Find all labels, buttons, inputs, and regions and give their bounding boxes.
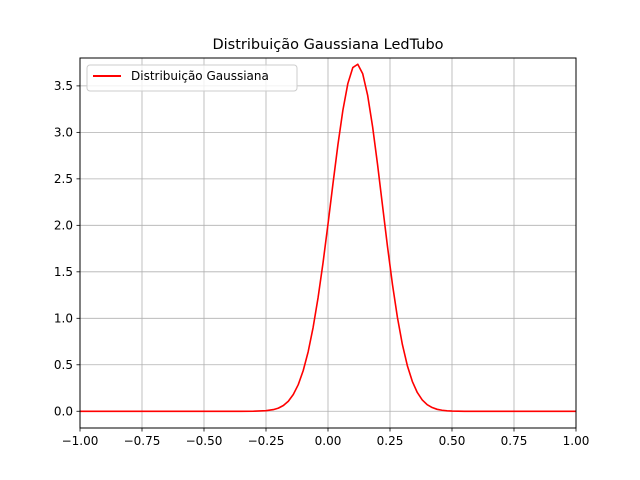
x-tick-label: −0.75: [124, 434, 161, 448]
x-tick-label: −0.25: [248, 434, 285, 448]
axis-ticks: −1.00 −0.75 −0.50 −0.25 0.00 0.25 0.50 0.75 1.00…: [54, 79, 589, 448]
x-tick-label: −0.50: [186, 434, 223, 448]
x-tick-label: 0.75: [501, 434, 528, 448]
y-tick-label: 3.5: [54, 79, 73, 93]
y-tick-label: 1.0: [54, 311, 73, 325]
x-tick-label: −1.00: [62, 434, 99, 448]
legend: Distribuição Gaussiana: [86, 64, 298, 92]
chart-title: Distribuição Gaussiana LedTubo: [212, 37, 443, 53]
legend-box: [86, 64, 298, 92]
legend-entry-label: Distribuição Gaussiana: [131, 69, 269, 83]
y-tick-label: 2.0: [54, 218, 73, 232]
x-tick-label: 0.00: [315, 434, 342, 448]
x-tick-label: 0.25: [377, 434, 404, 448]
x-tick-label: 0.50: [439, 434, 466, 448]
y-tick-label: 0.0: [54, 404, 73, 418]
y-tick-label: 1.5: [54, 265, 73, 279]
series-line: [80, 63, 576, 413]
y-tick-label: 3.0: [54, 125, 73, 139]
x-tick-label: 1.00: [563, 434, 590, 448]
y-tick-label: 0.5: [54, 358, 73, 372]
y-tick-label: 2.5: [54, 172, 73, 186]
series-layer: [80, 63, 576, 413]
